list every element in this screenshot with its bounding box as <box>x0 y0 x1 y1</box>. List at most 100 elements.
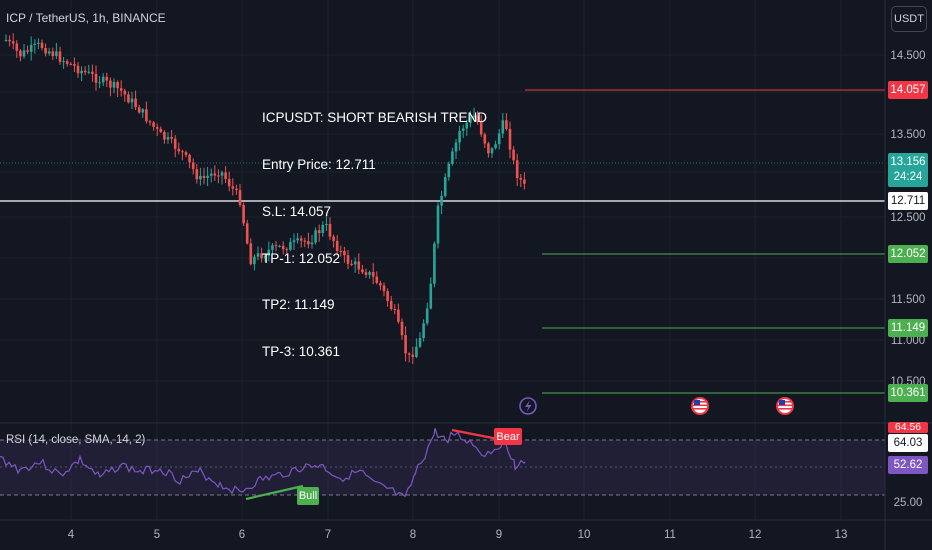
time-tick-label: 4 <box>68 529 75 541</box>
candle-body <box>224 172 227 179</box>
time-tick-label: 12 <box>749 529 762 541</box>
candle-body <box>260 253 263 259</box>
price-tick-label: 11.000 <box>891 335 925 347</box>
candle-body <box>231 186 235 189</box>
lightning-event-icon[interactable] <box>519 397 537 415</box>
candle-body <box>289 242 292 250</box>
candle-body <box>73 63 76 66</box>
time-tick-label: 5 <box>154 529 160 541</box>
candle-body <box>505 120 508 130</box>
candle-body <box>346 255 350 264</box>
candle-body <box>202 176 206 178</box>
candle-body <box>411 354 415 357</box>
note-line: TP2: 11.149 <box>262 297 335 313</box>
candle-body <box>37 42 40 44</box>
candle-body <box>494 144 497 149</box>
candle-body <box>155 126 159 129</box>
candle-body <box>407 353 411 355</box>
candle-body <box>343 251 346 256</box>
candle-body <box>62 61 65 63</box>
candle-body <box>386 291 389 301</box>
candle-body <box>213 173 217 176</box>
candle-body <box>515 160 519 179</box>
candle-body <box>422 323 425 339</box>
candle-body <box>83 70 87 73</box>
candle-body <box>433 243 436 284</box>
candle-body <box>429 283 433 309</box>
candle-body <box>137 107 141 113</box>
candle-body <box>512 149 515 161</box>
candle-body <box>199 176 202 180</box>
rsi-indicator-title[interactable]: RSI (14, close, SMA, 14, 2) <box>6 434 146 446</box>
price-tick-label: 14.500 <box>890 50 925 62</box>
candle-body <box>134 98 137 108</box>
note-line: TP-3: 10.361 <box>262 344 341 360</box>
trade-note[interactable]: ICPUSDT: SHORT BEARISH TREND Entry Price… <box>262 79 487 375</box>
candle-body <box>87 71 91 73</box>
candle-body <box>15 43 19 51</box>
symbol-title[interactable]: ICP / TetherUS, 1h, BINANCE <box>6 11 166 25</box>
candle-body <box>235 188 238 191</box>
tp2-price-label: 11.149 <box>888 319 928 337</box>
candle-body <box>127 94 130 103</box>
candle-body <box>109 80 112 88</box>
candle-body <box>285 249 289 251</box>
candle-body <box>357 261 361 270</box>
candle-body <box>307 241 310 245</box>
us-flag-event-icon[interactable] <box>776 397 794 415</box>
candle-body <box>296 238 299 241</box>
candle-body <box>281 245 285 250</box>
candle-body <box>145 109 148 122</box>
candle-body <box>447 163 451 178</box>
bear-divergence-label: Bear <box>494 428 522 445</box>
candle-body <box>364 272 368 275</box>
candle-body <box>19 50 22 57</box>
candle-body <box>11 41 15 44</box>
candle-body <box>451 151 454 164</box>
candle-body <box>328 224 332 237</box>
candle-body <box>123 90 127 95</box>
candle-body <box>465 122 469 129</box>
bar-countdown: 24:24 <box>893 171 923 183</box>
candle-body <box>253 256 256 265</box>
candle-body <box>353 261 357 265</box>
bull-divergence-line <box>245 484 304 501</box>
tp3-price-label: 10.361 <box>888 384 928 402</box>
time-tick-label: 8 <box>410 529 416 541</box>
candle-body <box>177 148 181 152</box>
candle-body <box>33 43 37 45</box>
candle-body <box>249 243 253 265</box>
candle-body <box>206 175 209 178</box>
candle-body <box>461 128 465 131</box>
time-tick-label: 6 <box>239 529 245 541</box>
note-line: Entry Price: 12.711 <box>262 156 376 172</box>
rsi-value-label: 52.62 <box>888 456 928 474</box>
candle-body <box>497 133 501 145</box>
candle-body <box>55 51 58 57</box>
candle-body <box>368 272 371 275</box>
time-tick-label: 7 <box>325 529 331 541</box>
candle-body <box>148 121 152 123</box>
candle-body <box>101 76 105 83</box>
candle-body <box>458 130 461 143</box>
candle-body <box>188 154 191 163</box>
note-line: S.L: 14.057 <box>262 203 332 219</box>
candle-body <box>454 142 458 152</box>
current-price-value: 13.156 <box>890 156 926 168</box>
candle-body <box>141 109 145 113</box>
candle-body <box>44 48 47 54</box>
rsi-upper-label: 64.56 <box>888 422 928 433</box>
candle-body <box>209 173 213 176</box>
candle-body <box>490 148 494 154</box>
price-tick-label: 13.500 <box>890 129 925 141</box>
candle-body <box>350 263 353 265</box>
candle-body <box>159 128 163 132</box>
tp1-price-label: 12.052 <box>888 245 928 263</box>
candle-body <box>238 190 242 205</box>
time-tick-label: 13 <box>835 529 848 541</box>
time-tick-label: 11 <box>664 529 676 541</box>
currency-button[interactable]: USDT <box>891 6 927 32</box>
candle-body <box>332 236 335 241</box>
us-flag-event-icon[interactable] <box>691 397 709 415</box>
